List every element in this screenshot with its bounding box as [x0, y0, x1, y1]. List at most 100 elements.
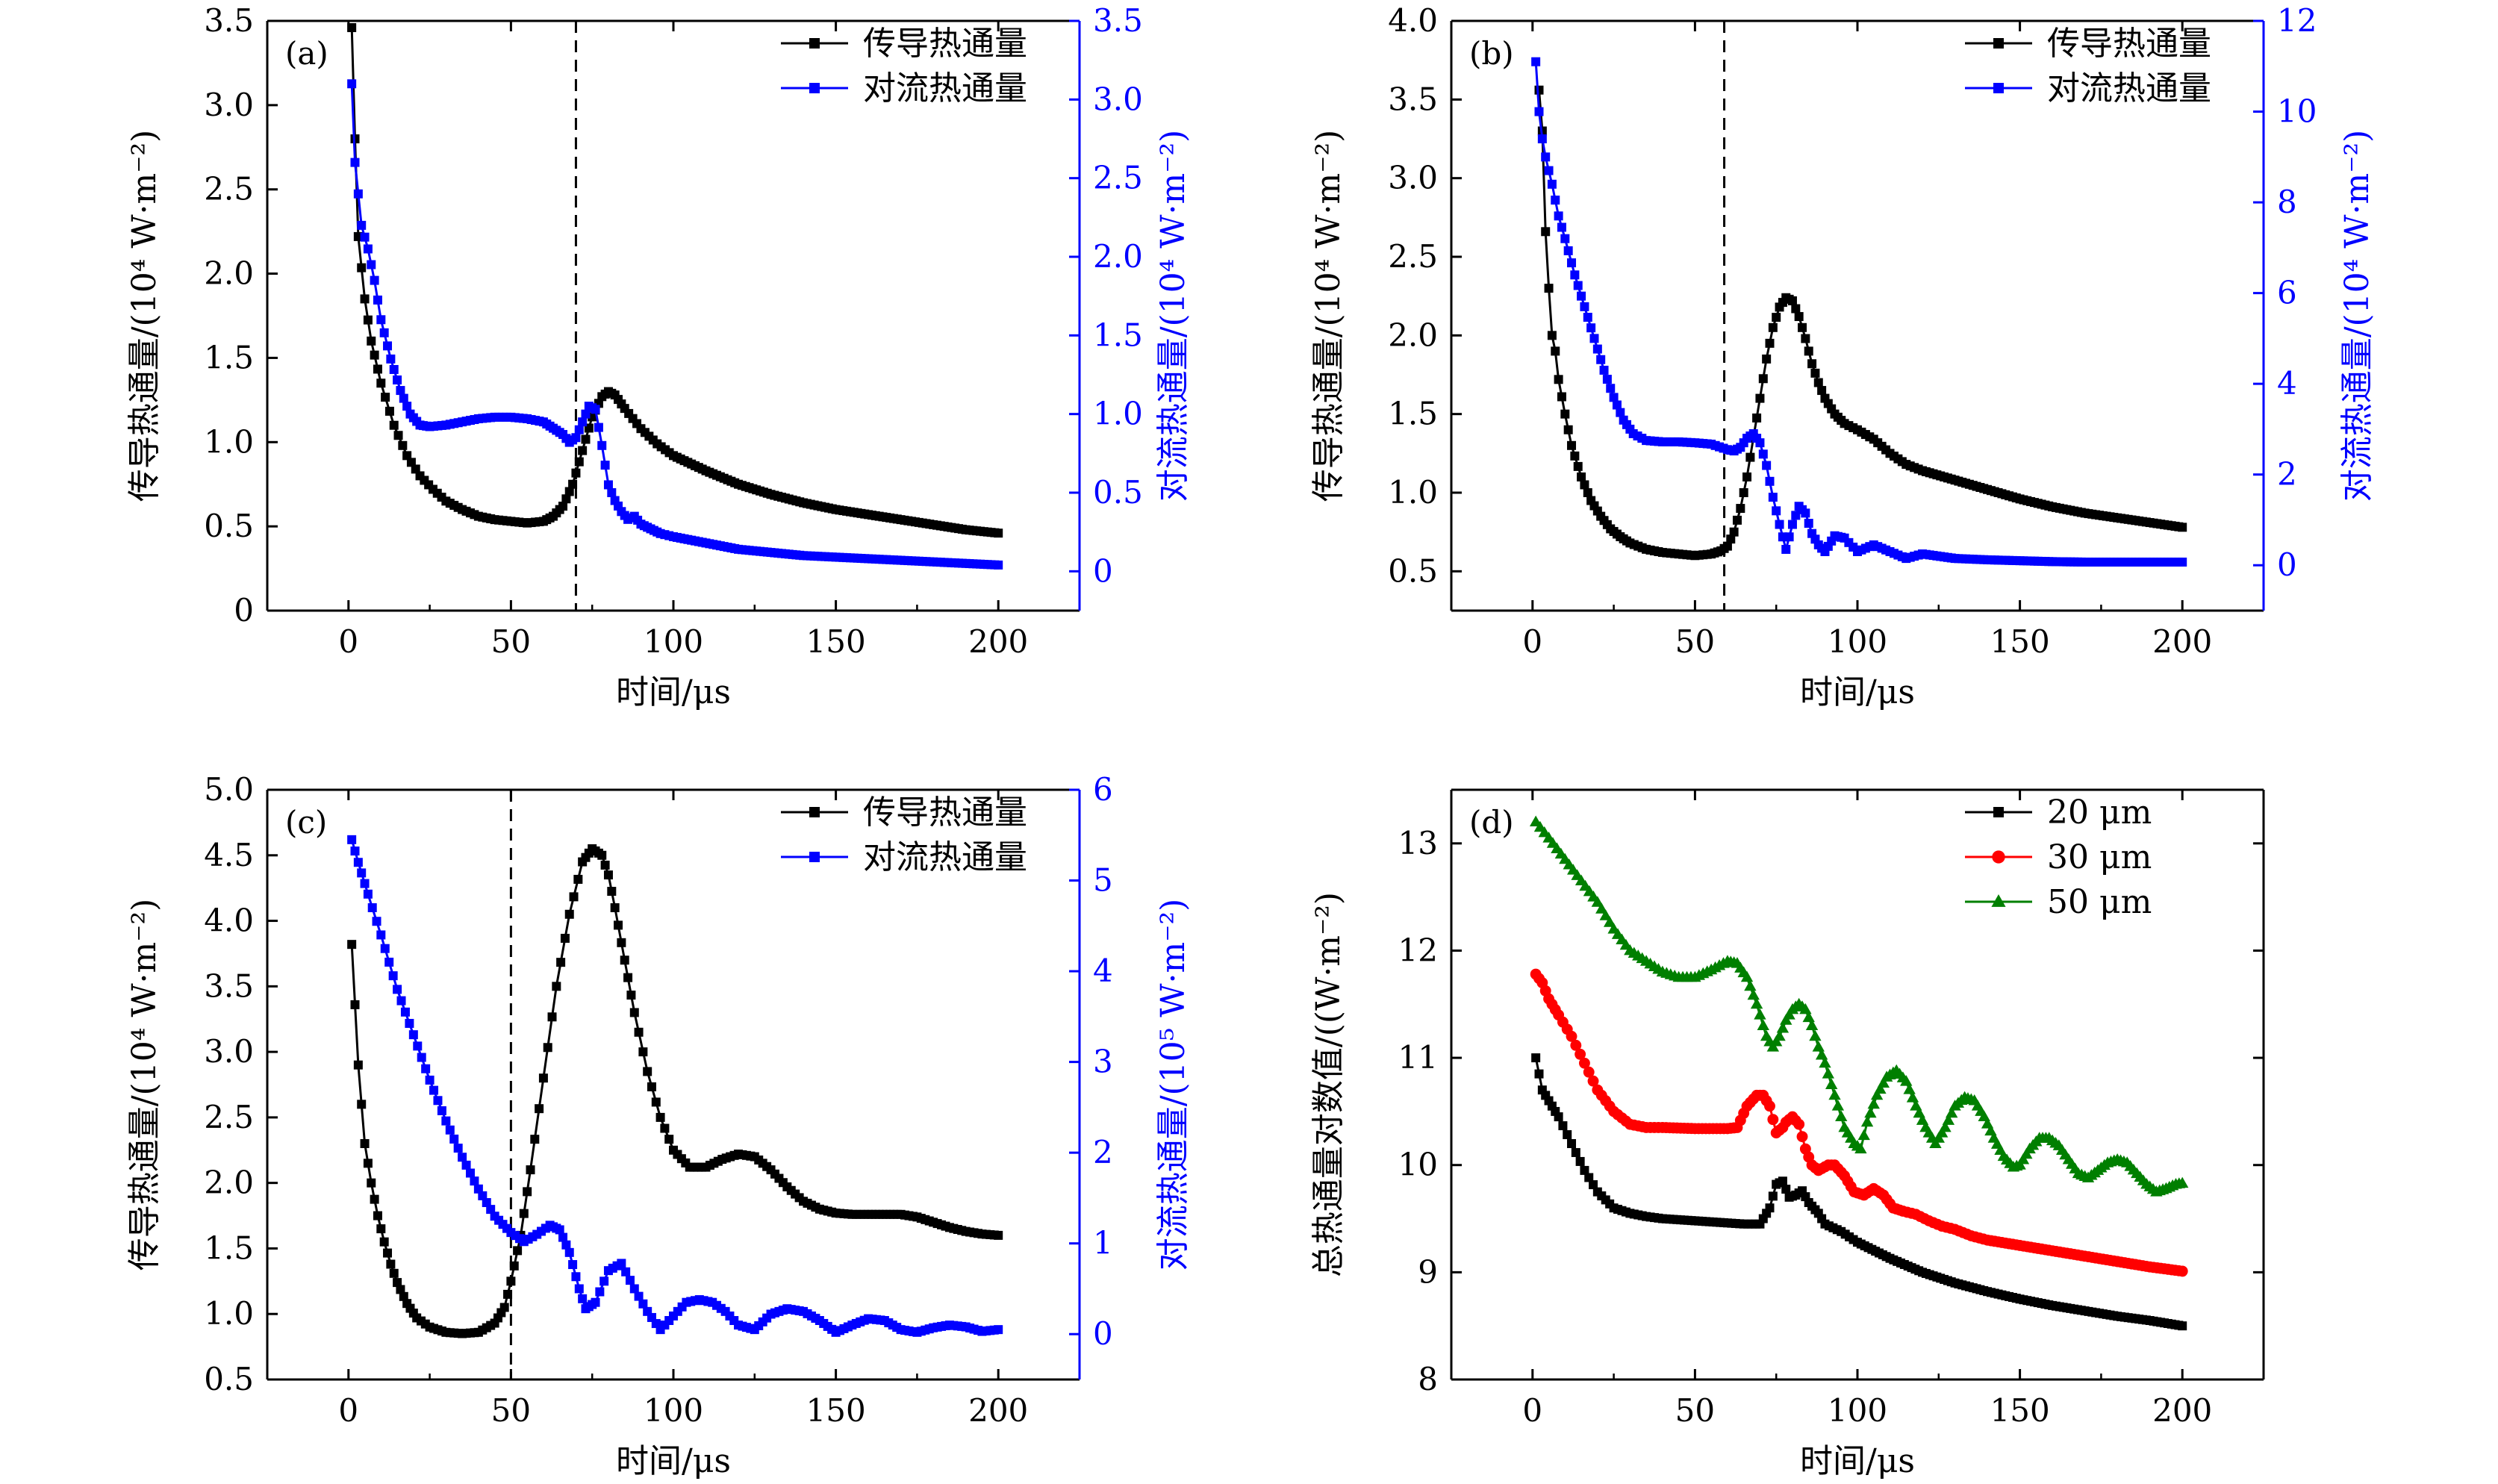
data-point — [1772, 506, 1781, 516]
y-tick-label: 3.5 — [204, 2, 254, 39]
data-point — [523, 1187, 532, 1197]
data-point — [473, 1184, 483, 1194]
series-1 — [1531, 57, 2187, 567]
data-point — [1744, 979, 1757, 991]
x-tick-label: 100 — [644, 1392, 703, 1429]
data-point — [1575, 1156, 1585, 1166]
data-point — [556, 958, 566, 967]
data-point — [603, 480, 613, 490]
data-point — [574, 1284, 584, 1294]
data-point — [1557, 222, 1566, 232]
x-tick-label: 0 — [1522, 1392, 1542, 1429]
data-point — [651, 1097, 661, 1107]
y2-tick-label: 12 — [2277, 2, 2317, 39]
data-point — [1764, 1100, 1775, 1112]
y-tick-label: 4.0 — [204, 902, 254, 939]
data-point — [357, 1100, 367, 1109]
data-point — [629, 1284, 639, 1294]
data-point — [1791, 304, 1801, 314]
series-1 — [347, 835, 1003, 1337]
y2-tick-label: 0.5 — [1093, 474, 1143, 511]
data-point — [655, 1112, 665, 1122]
x-tick-label: 0 — [338, 623, 358, 660]
data-point — [1835, 1110, 1848, 1122]
data-point — [399, 1291, 408, 1301]
data-point — [1603, 916, 1616, 927]
data-point — [1758, 449, 1768, 459]
data-point — [461, 1160, 471, 1170]
chart-panel-a: 0 50 100 150 200 0 0.5 1.0 1.5 2.0 2.5 3.0 3.5 0 0.5 1.… — [125, 2, 1192, 711]
y2-tick-label: 0 — [1093, 552, 1113, 589]
data-point — [1809, 1029, 1822, 1041]
data-point — [617, 1259, 626, 1268]
data-point — [1567, 440, 1577, 450]
data-point — [1554, 1112, 1563, 1122]
data-point — [357, 220, 367, 230]
data-point — [1587, 1075, 1599, 1087]
x-tick-label: 150 — [1990, 1392, 2050, 1429]
data-point — [396, 996, 406, 1006]
data-point — [603, 870, 613, 880]
data-point — [555, 1225, 564, 1235]
data-point — [1612, 400, 1622, 410]
data-point — [458, 1153, 467, 1162]
data-point — [1754, 1008, 1766, 1020]
data-point — [1767, 1114, 1779, 1126]
data-point — [1570, 451, 1580, 461]
data-point — [1580, 480, 1589, 490]
data-point — [376, 378, 386, 388]
y-tick-label: 11 — [1398, 1039, 1438, 1076]
y2-tick-label: 10 — [2277, 93, 2317, 130]
data-point — [425, 1075, 434, 1085]
data-point — [402, 402, 412, 411]
data-point — [1768, 1191, 1778, 1201]
data-point — [607, 887, 617, 897]
data-point — [363, 889, 373, 899]
data-point — [413, 1041, 423, 1051]
data-point — [363, 1159, 373, 1168]
x-axis-title: 时间/μs — [616, 673, 731, 711]
y-tick-label: 0 — [234, 592, 254, 629]
data-point — [595, 1287, 605, 1297]
data-point — [564, 1247, 574, 1257]
data-point — [1722, 541, 1732, 551]
data-point — [1580, 302, 1589, 311]
data-point — [564, 487, 574, 496]
data-point — [664, 1135, 674, 1144]
data-point — [386, 1259, 396, 1269]
data-point — [660, 1123, 670, 1133]
data-point — [1726, 534, 1736, 544]
data-point — [638, 1047, 648, 1057]
data-point — [1903, 1083, 1916, 1094]
series-line — [350, 839, 999, 1334]
data-point — [1765, 338, 1775, 348]
data-point — [1596, 355, 1606, 364]
y2-tick-label: 3.5 — [1093, 2, 1143, 39]
x-tick-label: 50 — [491, 1392, 531, 1429]
chart-panel-c: 0 50 100 150 2000.51.01.52.02.53.03.54.04.55… — [125, 771, 1192, 1480]
data-point — [1566, 1030, 1577, 1042]
data-point — [360, 294, 370, 304]
y-axis-title: 传导热通量/(10⁴ W·m⁻²) — [1309, 130, 1348, 502]
series-0 — [347, 844, 1003, 1338]
data-point — [1554, 211, 1563, 221]
data-point — [643, 1067, 652, 1076]
data-point — [367, 903, 377, 912]
data-point — [625, 1276, 635, 1285]
data-point — [445, 1125, 455, 1135]
data-point — [402, 451, 412, 461]
data-point — [538, 1073, 548, 1083]
data-point — [617, 938, 626, 947]
legend-item: 传导热通量 — [781, 25, 1027, 63]
legend-label: 传导热通量 — [863, 25, 1027, 63]
data-point — [2178, 1321, 2187, 1331]
data-point — [482, 1198, 491, 1207]
data-point — [1758, 374, 1768, 384]
data-point — [574, 425, 584, 434]
data-point — [513, 1246, 523, 1256]
data-point — [1606, 384, 1616, 393]
data-point — [350, 847, 360, 856]
data-point — [581, 434, 591, 444]
data-point — [405, 1018, 414, 1028]
y2-axis-title: 对流热通量/(10⁵ W·m⁻²) — [1154, 899, 1192, 1271]
